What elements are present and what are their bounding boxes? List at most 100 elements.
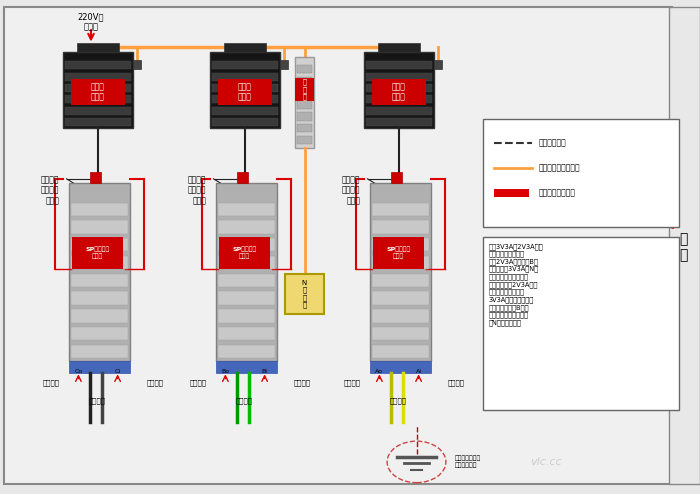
Bar [71, 345, 128, 358]
Bar [216, 361, 277, 373]
Text: Ci: Ci [115, 369, 120, 374]
Bar [297, 124, 312, 132]
Bar [218, 309, 275, 323]
Bar [366, 118, 432, 126]
Bar [372, 220, 429, 234]
Bar [218, 203, 275, 216]
Bar [218, 327, 275, 340]
Bar [133, 60, 141, 69]
Bar [372, 238, 429, 251]
Text: 出线铜排: 出线铜排 [43, 379, 60, 386]
Bar [297, 77, 312, 85]
Text: 光纤口，
接至柜内
转接板: 光纤口， 接至柜内 转接板 [41, 175, 60, 205]
Bar [372, 203, 429, 216]
Text: 出线铜排: 出线铜排 [190, 379, 206, 386]
Bar [71, 220, 128, 234]
Bar [295, 57, 314, 148]
Bar [71, 274, 128, 287]
Text: 高压调
理模块: 高压调 理模块 [238, 82, 252, 102]
Text: Ao: Ao [375, 369, 384, 374]
Bar [210, 52, 280, 128]
Text: 熔
断
器: 熔 断 器 [302, 79, 307, 100]
Text: 高压调
理模块: 高压调 理模块 [392, 82, 406, 102]
Bar [65, 118, 131, 126]
Bar [65, 84, 131, 92]
Bar [372, 345, 429, 358]
Bar [372, 256, 429, 269]
Bar [65, 61, 131, 69]
Bar [71, 79, 125, 105]
Bar [366, 95, 432, 103]
Text: SP交流功率
传感器: SP交流功率 传感器 [232, 247, 256, 259]
Bar [483, 237, 679, 410]
Bar [366, 61, 432, 69]
Bar [218, 274, 275, 287]
Bar [218, 79, 272, 105]
Bar [366, 84, 432, 92]
Text: 进线铜排: 进线铜排 [147, 379, 164, 386]
Bar [77, 43, 119, 52]
Text: N
相
铜
排: N 相 铜 排 [302, 280, 307, 308]
Bar [297, 136, 312, 144]
Bar [212, 95, 278, 103]
Text: 高压调
理模块: 高压调 理模块 [91, 82, 105, 102]
Text: 光纤口，
接至柜内
转接板: 光纤口， 接至柜内 转接板 [188, 175, 206, 205]
Bar [65, 73, 131, 81]
Bar [65, 95, 131, 103]
Bar [218, 291, 275, 305]
Bar [366, 107, 432, 115]
Text: Bo: Bo [221, 369, 230, 374]
Text: 系统工作时，外
壳必须接地。: 系统工作时，外 壳必须接地。 [455, 456, 482, 468]
Text: 光纤口，
接至柜内
转接板: 光纤口， 接至柜内 转接板 [342, 175, 360, 205]
Bar [212, 61, 278, 69]
Text: vlc.cc: vlc.cc [530, 457, 562, 467]
Bar [218, 256, 275, 269]
Bar [372, 309, 429, 323]
Bar [364, 52, 434, 128]
Text: Bi: Bi [262, 369, 267, 374]
Text: 注：3V3A和2V3A的连
接方式区别在于参考
点，2V3A参考点取B相
为参考点，3V3A取N相
为参考点。变频电量测
量柜出厂采用2V3A方式
连接，如有需: 注：3V3A和2V3A的连 接方式区别在于参考 点，2V3A参考点取B相 为参考… [489, 243, 543, 326]
Bar [370, 361, 431, 373]
Bar [372, 274, 429, 287]
Bar [212, 84, 278, 92]
Text: 传感器电压信号线: 传感器电压信号线 [539, 188, 576, 197]
Bar [297, 65, 312, 73]
Bar [366, 73, 432, 81]
Text: 调理模块高压连接线: 调理模块高压连接线 [539, 164, 580, 172]
Text: 进线铜排: 进线铜排 [448, 379, 465, 386]
Bar [372, 79, 426, 105]
Bar [71, 327, 128, 340]
Bar [219, 237, 270, 269]
Bar [494, 189, 528, 197]
Bar [212, 73, 278, 81]
Bar [370, 183, 431, 361]
Bar [71, 256, 128, 269]
Text: 绝缘垫层: 绝缘垫层 [390, 398, 407, 404]
Bar [71, 309, 128, 323]
Bar [372, 291, 429, 305]
Bar [297, 100, 312, 109]
Bar [434, 60, 442, 69]
Bar [218, 238, 275, 251]
Text: SP交流功率
传感器: SP交流功率 传感器 [85, 247, 109, 259]
Text: Ai: Ai [416, 369, 421, 374]
Bar [218, 345, 275, 358]
Bar [285, 274, 324, 314]
Bar [668, 7, 700, 484]
Bar [65, 107, 131, 115]
Text: SP交流功率
传感器: SP交流功率 传感器 [386, 247, 410, 259]
Text: 航空头连接线: 航空头连接线 [539, 139, 567, 148]
Bar [297, 112, 312, 121]
Bar [90, 172, 101, 183]
Bar [71, 238, 128, 251]
Bar [69, 361, 130, 373]
Bar [378, 43, 420, 52]
Bar [224, 43, 266, 52]
Bar [373, 237, 424, 269]
Bar [372, 327, 429, 340]
Bar [63, 52, 133, 128]
Bar [280, 60, 288, 69]
Text: 出线铜排: 出线铜排 [344, 379, 360, 386]
Bar [216, 183, 277, 361]
Text: Co: Co [74, 369, 83, 374]
